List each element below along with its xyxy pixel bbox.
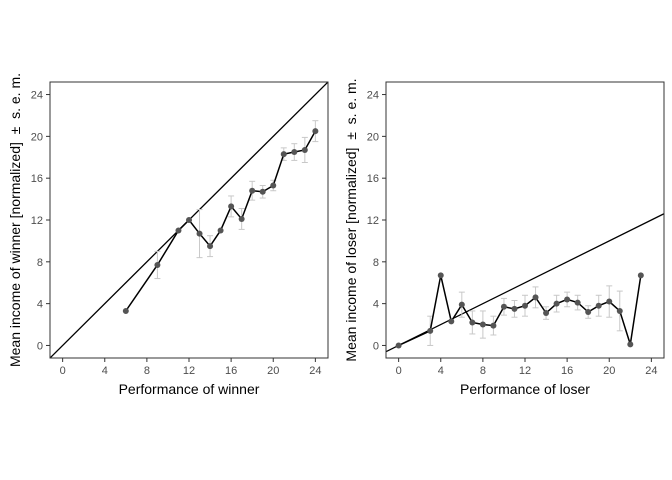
y-tick-label: 0 <box>373 340 379 352</box>
y-tick-label: 16 <box>367 173 379 185</box>
data-point <box>217 227 224 234</box>
data-point <box>543 310 550 317</box>
x-tick-label: 12 <box>519 365 531 377</box>
x-tick-label: 20 <box>267 365 279 377</box>
data-point <box>395 342 402 349</box>
data-point <box>595 302 602 309</box>
y-tick-label: 4 <box>37 299 43 311</box>
y-tick-label: 20 <box>31 131 43 143</box>
data-point <box>532 294 539 301</box>
y-tick-label: 20 <box>367 131 379 143</box>
x-tick-label: 0 <box>396 365 402 377</box>
x-tick-label: 20 <box>603 365 615 377</box>
data-point <box>301 146 308 153</box>
x-tick-label: 0 <box>60 365 66 377</box>
data-point <box>511 305 518 312</box>
x-tick-label: 4 <box>102 365 108 377</box>
x-axis-title: Performance of winner <box>119 381 260 397</box>
data-point <box>280 151 287 158</box>
data-point <box>564 296 571 303</box>
data-point <box>238 215 245 222</box>
y-tick-label: 0 <box>37 340 43 352</box>
y-tick-label: 12 <box>31 215 43 227</box>
data-point <box>469 319 476 326</box>
data-point <box>553 300 560 307</box>
x-tick-label: 8 <box>480 365 486 377</box>
data-point <box>458 301 465 308</box>
x-tick-label: 24 <box>309 365 321 377</box>
data-point <box>312 128 319 135</box>
y-tick-label: 24 <box>31 90 43 102</box>
y-tick-label: 24 <box>367 90 379 102</box>
data-point <box>259 188 266 195</box>
data-point <box>448 318 455 325</box>
chart-panel-1: 0 4 8 12 16 20 24 0 4 8 12 16 20 24 Performance of win… <box>7 73 329 397</box>
x-tick-label: 16 <box>561 365 573 377</box>
x-axis-title: Performance of loser <box>460 381 590 397</box>
x-tick-label: 4 <box>438 365 444 377</box>
data-point <box>270 182 277 189</box>
y-tick-label: 8 <box>37 257 43 269</box>
x-tick-label: 24 <box>645 365 657 377</box>
data-point <box>427 327 434 334</box>
chart-panel-2: 0 4 8 12 16 20 24 0 4 8 12 16 20 24 Performance of los… <box>343 78 665 397</box>
data-point <box>585 309 592 315</box>
y-tick-label: 16 <box>31 173 43 185</box>
y-axis-title: Mean income of loser [normalized] ± s. e… <box>343 78 359 361</box>
data-point <box>574 299 581 306</box>
y-tick-label: 4 <box>373 299 379 311</box>
data-point <box>479 321 486 328</box>
data-point <box>196 230 203 237</box>
data-point <box>490 322 497 329</box>
data-point <box>228 203 235 210</box>
y-tick-label: 8 <box>373 257 379 269</box>
data-point <box>627 341 634 348</box>
x-tick-label: 12 <box>183 365 195 377</box>
x-tick-label: 8 <box>144 365 150 377</box>
data-point <box>175 227 182 234</box>
data-point <box>207 243 214 250</box>
series-line <box>125 130 317 312</box>
series-line <box>398 275 642 347</box>
data-point <box>500 303 507 310</box>
y-axis-title: Mean income of winner [normalized] ± s. … <box>7 73 23 367</box>
data-point <box>437 272 444 279</box>
data-point <box>291 149 298 156</box>
data-point <box>522 302 528 309</box>
data-point <box>637 272 644 279</box>
data-point <box>154 261 161 268</box>
x-tick-label: 16 <box>225 365 237 377</box>
y-tick-label: 12 <box>367 215 379 227</box>
data-point <box>122 307 129 314</box>
data-point <box>606 298 613 305</box>
data-point <box>616 307 623 314</box>
data-point <box>249 187 256 194</box>
data-point <box>186 217 192 223</box>
